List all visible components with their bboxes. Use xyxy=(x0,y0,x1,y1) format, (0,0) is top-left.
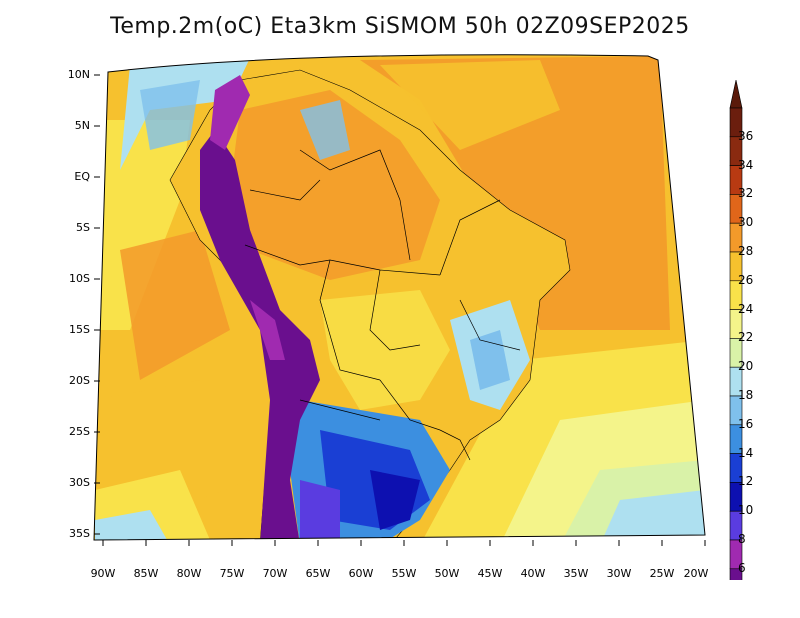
lon-label-80w: 80W xyxy=(176,567,202,580)
lon-ticks xyxy=(102,540,706,546)
lat-label-15s: 15S xyxy=(69,323,90,336)
lon-label-25w: 25W xyxy=(649,567,675,580)
lat-label-5s: 5S xyxy=(76,221,90,234)
map-title: Temp.2m(oC) Eta3km SiSMOM 50h 02Z09SEP20… xyxy=(110,14,690,39)
colorbar-label: 24 xyxy=(738,301,754,316)
lon-label-35w: 35W xyxy=(563,567,589,580)
lon-label-55w: 55W xyxy=(391,567,417,580)
lat-label-10s: 10S xyxy=(69,272,90,285)
lon-label-60w: 60W xyxy=(348,567,374,580)
colorbar-label: 16 xyxy=(738,416,754,431)
lon-label-40w: 40W xyxy=(520,567,546,580)
colorbar-label: 28 xyxy=(738,244,754,258)
colorbar xyxy=(729,80,743,580)
lon-label-30w: 30W xyxy=(606,567,632,580)
lat-label-10n: 10N xyxy=(67,68,90,81)
colorbar-label: 6 xyxy=(738,560,746,575)
colorbar-label: 12 xyxy=(738,474,754,489)
colorbar-label: 14 xyxy=(738,445,754,460)
colorbar-label: 36 xyxy=(738,128,754,143)
lon-label-75w: 75W xyxy=(219,567,245,580)
colorbar-label: 10 xyxy=(738,503,754,518)
lat-label-5n: 5N xyxy=(74,119,90,132)
lon-label-85w: 85W xyxy=(133,567,159,580)
colorbar-label: 20 xyxy=(738,359,754,374)
lon-label-90w: 90W xyxy=(90,567,116,580)
lon-label-70w: 70W xyxy=(262,567,288,580)
colorbar-label: 22 xyxy=(738,330,754,345)
lat-label-25s: 25S xyxy=(69,425,90,438)
colorbar-label: 30 xyxy=(738,215,754,230)
lat-label-eq: EQ xyxy=(74,170,90,183)
colorbar-label: 34 xyxy=(738,157,754,172)
colorbar-block xyxy=(729,568,743,580)
continent-field xyxy=(169,69,571,540)
lat-ticks xyxy=(94,74,100,535)
colorbar-label: 18 xyxy=(738,388,754,402)
colorbar-label: 8 xyxy=(738,532,746,546)
lon-label-45w: 45W xyxy=(477,567,503,580)
map-frame xyxy=(93,54,706,541)
lon-label-20w: 20W xyxy=(683,567,709,580)
colorbar-label: 26 xyxy=(738,272,754,287)
lat-label-35s: 35S xyxy=(69,527,90,540)
lat-label-20s: 20S xyxy=(69,374,90,387)
lon-label-50w: 50W xyxy=(434,567,460,580)
lat-label-30s: 30S xyxy=(69,476,90,489)
lon-label-65w: 65W xyxy=(305,567,331,580)
colorbar-top-arrow xyxy=(729,80,743,109)
boundary-lines xyxy=(244,149,521,461)
colorbar-label: 32 xyxy=(738,186,754,201)
colorbar-blocks xyxy=(729,80,743,580)
